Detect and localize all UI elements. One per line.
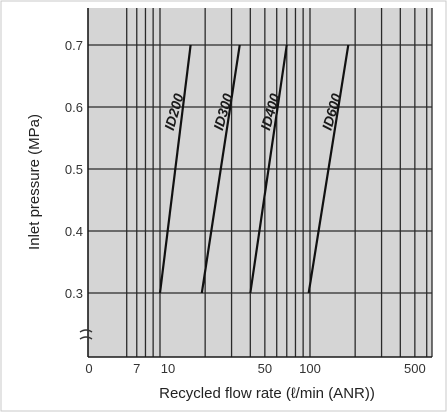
plot-area bbox=[88, 8, 432, 357]
x-tick-label: 0 bbox=[85, 361, 92, 376]
series-line-id300 bbox=[200, 44, 241, 294]
x-tick-label: 100 bbox=[299, 361, 321, 376]
x-tick-label: 500 bbox=[404, 361, 426, 376]
grid bbox=[88, 8, 433, 357]
x-tick-label: 10 bbox=[161, 361, 175, 376]
x-tick-label: 50 bbox=[258, 361, 272, 376]
series-line-id200 bbox=[158, 44, 192, 294]
tick-labels: 0.7 0.6 0.5 0.4 0.3 0 7 10 50 100 500 bbox=[65, 38, 426, 376]
axis-break-mark bbox=[79, 329, 93, 340]
y-tick-label: 0.3 bbox=[65, 286, 83, 301]
x-tick-label: 7 bbox=[133, 361, 140, 376]
y-axis-label: Inlet pressure (MPa) bbox=[26, 114, 43, 250]
series-line-id400 bbox=[249, 44, 288, 294]
y-tick-label: 0.6 bbox=[65, 100, 83, 115]
x-axis-label: Recycled flow rate (ℓ/min (ANR)) bbox=[159, 385, 375, 402]
y-tick-label: 0.7 bbox=[65, 38, 83, 53]
series-lines bbox=[158, 44, 350, 294]
series-line-id600 bbox=[307, 44, 350, 294]
y-tick-label: 0.4 bbox=[65, 224, 83, 239]
y-tick-label: 0.5 bbox=[65, 162, 83, 177]
axes bbox=[79, 8, 432, 358]
